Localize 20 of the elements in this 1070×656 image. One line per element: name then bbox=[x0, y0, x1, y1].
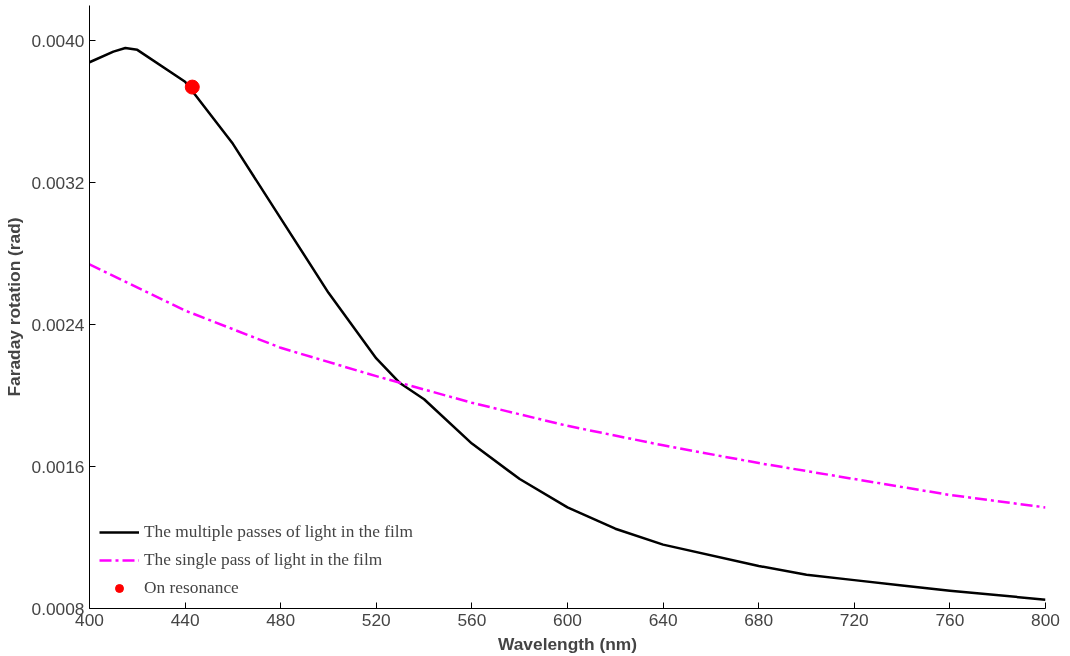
x-tick-label: 600 bbox=[553, 609, 582, 630]
x-tick-label: 560 bbox=[457, 609, 487, 630]
y-tick-label: 0.0016 bbox=[31, 456, 85, 477]
x-tick-label: 480 bbox=[266, 609, 296, 630]
line-series bbox=[89, 263, 1046, 509]
y-axis-title: Faraday rotation (rad) bbox=[3, 217, 24, 397]
y-tick-label: 0.0032 bbox=[31, 172, 85, 193]
x-tick-label: 640 bbox=[648, 609, 678, 630]
x-tick-label: 800 bbox=[1031, 609, 1060, 630]
x-axis-title: Wavelength (nm) bbox=[498, 633, 637, 654]
legend-label: The multiple passes of light in the film bbox=[144, 522, 414, 542]
legend-label: The single pass of light in the film bbox=[144, 550, 383, 570]
x-tick-label: 520 bbox=[361, 609, 391, 630]
y-tick-label: 0.0040 bbox=[31, 30, 85, 51]
x-tick-label: 720 bbox=[839, 609, 869, 630]
x-tick-label: 760 bbox=[935, 609, 965, 630]
y-tick-label: 0.0024 bbox=[31, 314, 85, 335]
x-tick-label: 440 bbox=[170, 609, 200, 630]
legend-label: On resonance bbox=[144, 578, 239, 598]
x-tick-label: 680 bbox=[744, 609, 774, 630]
